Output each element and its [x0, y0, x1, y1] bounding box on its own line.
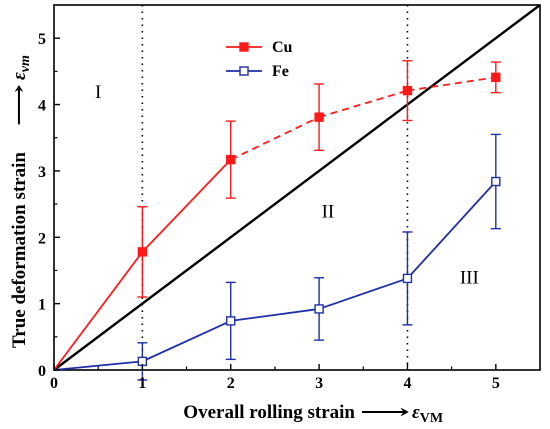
series-cu-segment-2	[230, 116, 320, 161]
series-fe-point-5	[491, 176, 501, 187]
legend-label-fe: Fe	[272, 63, 289, 80]
series-cu-segment-4	[407, 76, 496, 92]
y-axis-arrow: ⟶	[9, 84, 30, 126]
x-axis-symbol-subscript: VM	[420, 411, 443, 426]
y-tick-label-3: 3	[38, 164, 46, 181]
series-fe-segment-1	[141, 320, 232, 363]
series-fe-segment-4	[406, 180, 497, 280]
series-cu-segment-0	[53, 251, 144, 371]
y-axis-title: True deformation strain	[9, 152, 30, 348]
series-fe-segment-0	[53, 360, 143, 371]
x-axis-symbol-letter: ε	[412, 402, 420, 423]
y-axis-symbol-letter: ε	[9, 72, 30, 80]
x-tick-label-0: 0	[50, 375, 58, 392]
series-cu-point-2	[226, 154, 236, 165]
legend-marker-cu	[239, 42, 249, 52]
x-tick-label-5: 5	[492, 375, 500, 392]
x-tick-label-4: 4	[403, 375, 411, 392]
legend-item-fe: Fe	[226, 63, 289, 80]
y-axis-title-group: True deformation strain ⟶ εvm	[9, 55, 33, 348]
y-tick-label-5: 5	[38, 31, 46, 48]
series-cu-point-5	[491, 72, 501, 83]
region-label-2: III	[460, 268, 479, 289]
legend: Cu Fe	[226, 39, 293, 80]
y-tick-label-1: 1	[38, 297, 46, 314]
region-label-0: I	[95, 82, 101, 103]
series-cu	[53, 60, 501, 371]
legend-label-cu: Cu	[272, 39, 293, 56]
series-fe-segment-3	[318, 277, 408, 310]
legend-marker-fe	[239, 66, 249, 76]
y-axis-symbol: εvm	[9, 55, 33, 80]
series-cu-point-1	[137, 247, 148, 257]
x-tick-label-1: 1	[138, 375, 146, 392]
series-cu-point-4	[402, 85, 413, 96]
series-fe-point-2	[226, 316, 236, 326]
series-fe	[53, 133, 501, 381]
series-fe-point-4	[402, 273, 413, 284]
x-axis-title: Overall rolling strain	[183, 402, 355, 423]
y-axis-symbol-subscript: vm	[18, 55, 33, 72]
series-cu-segment-1	[141, 159, 232, 253]
y-tick-label-0: 0	[38, 363, 46, 380]
series-fe-point-3	[314, 304, 324, 314]
reference-diagonal-line	[53, 4, 541, 371]
region-label-1: II	[322, 201, 335, 222]
series-layer	[53, 60, 501, 381]
legend-item-cu: Cu	[226, 39, 293, 56]
y-tick-label-2: 2	[38, 230, 46, 247]
series-cu-point-3	[314, 112, 324, 122]
x-axis-arrow: ⟶	[360, 402, 410, 423]
x-tick-label-3: 3	[315, 375, 323, 392]
x-tick-label-2: 2	[227, 375, 235, 392]
series-fe-segment-2	[230, 308, 320, 322]
plot-frame	[53, 4, 541, 371]
x-axis-symbol: εVM	[412, 402, 443, 426]
vertical-dotted-lines	[141, 5, 409, 370]
y-tick-label-4: 4	[38, 98, 46, 115]
axis-ticks: 0 1 2 3 4 5 0 1 2 3 4 5	[38, 31, 500, 392]
series-cu-segment-3	[318, 89, 408, 119]
